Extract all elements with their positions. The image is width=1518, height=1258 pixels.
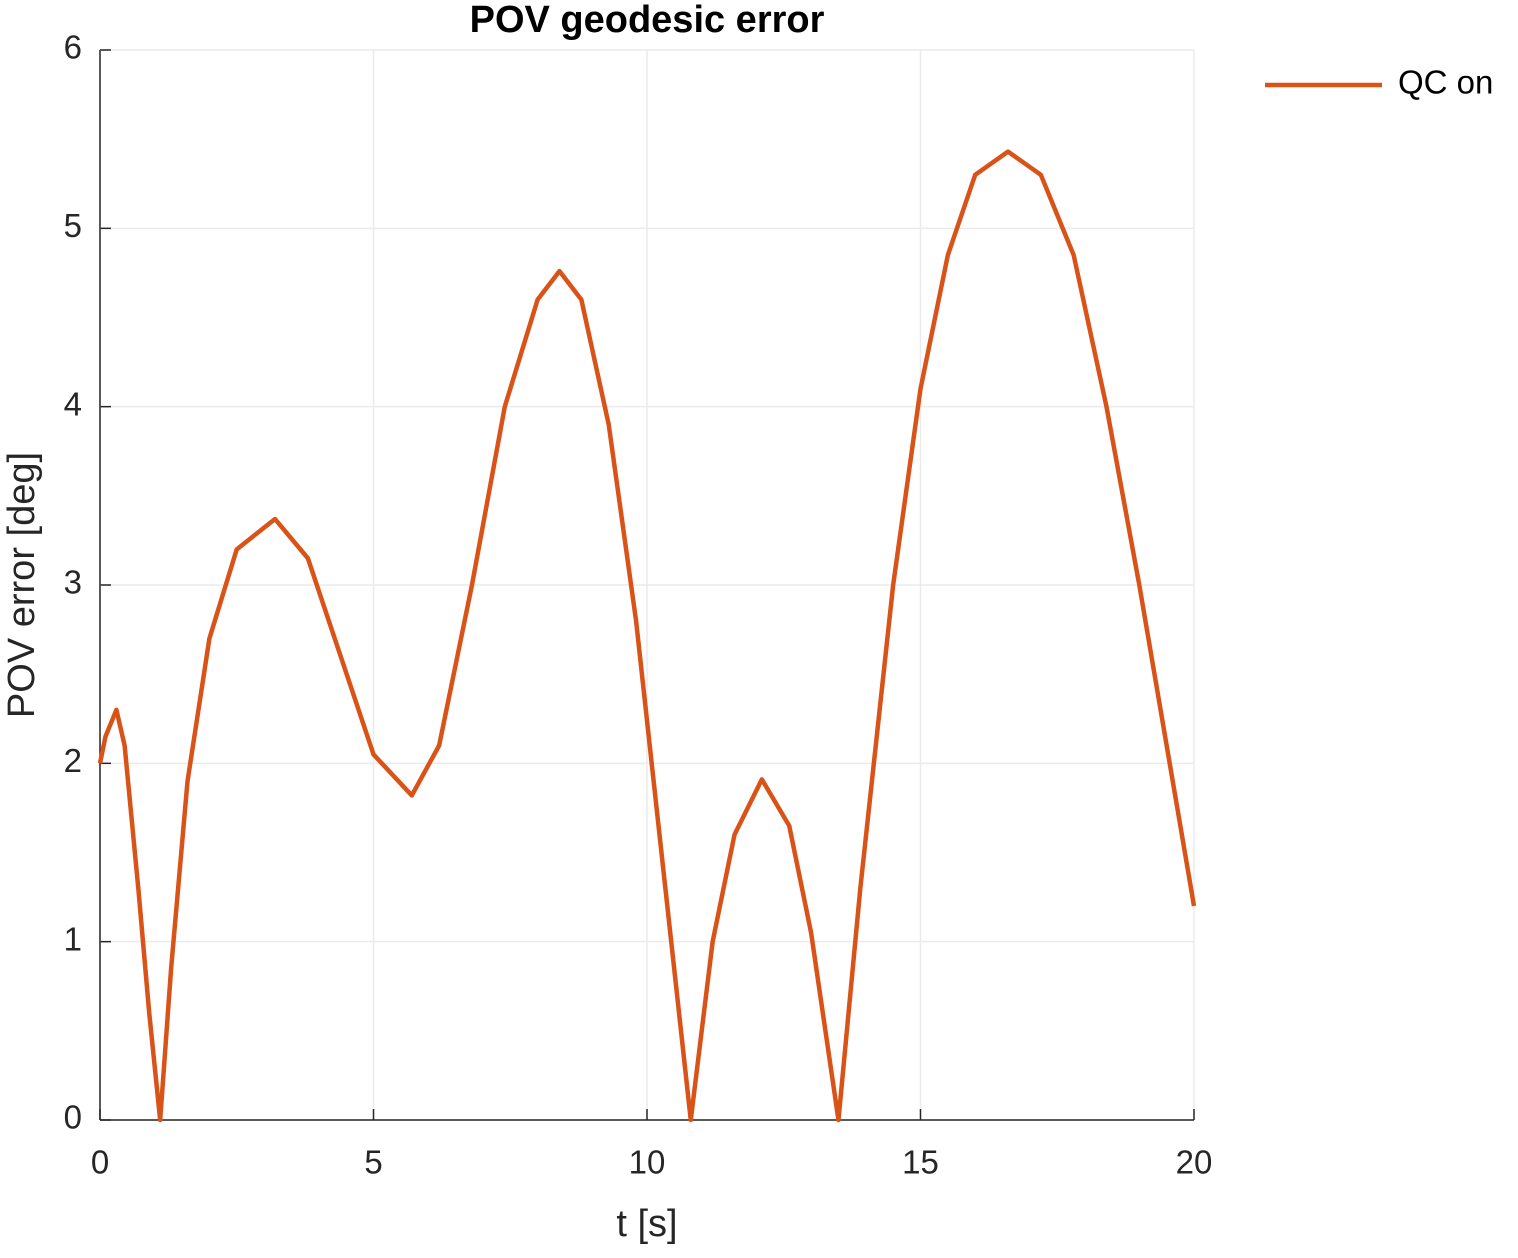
y-tick-label: 4 [64, 385, 82, 422]
x-tick-label: 15 [902, 1144, 939, 1181]
y-tick-label: 5 [64, 207, 82, 244]
y-tick-label: 1 [64, 920, 82, 957]
chart-title: POV geodesic error [470, 0, 825, 41]
y-tick-label: 0 [64, 1099, 82, 1136]
y-tick-label: 6 [64, 29, 82, 66]
x-tick-label: 10 [629, 1144, 666, 1181]
x-tick-label: 5 [364, 1144, 382, 1181]
y-tick-label: 2 [64, 742, 82, 779]
x-axis-label: t [s] [616, 1203, 677, 1245]
y-axis-label: POV error [deg] [1, 452, 43, 718]
data-line [97, 149, 1197, 1123]
legend-label: QC on [1398, 64, 1493, 101]
x-tick-label: 20 [1176, 1144, 1213, 1181]
y-tick-label: 3 [64, 564, 82, 601]
x-tick-label: 0 [91, 1144, 109, 1181]
